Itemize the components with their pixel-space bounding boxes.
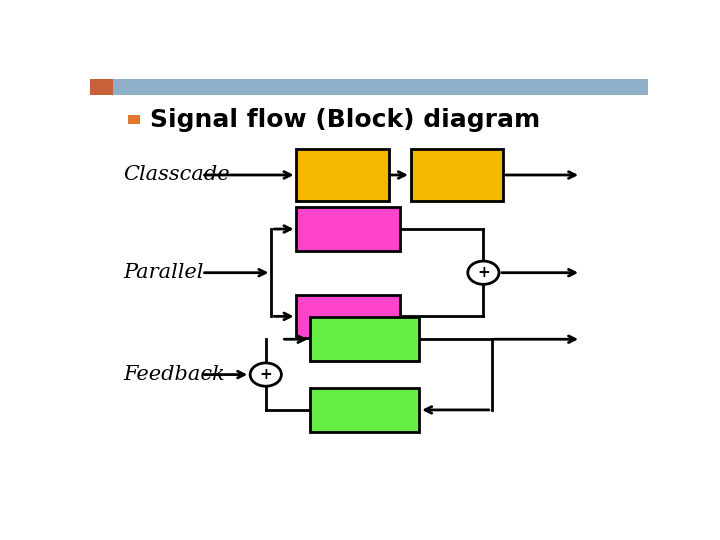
- Text: +: +: [477, 265, 490, 280]
- Bar: [297, 294, 400, 338]
- Bar: [411, 149, 503, 201]
- Text: +: +: [259, 367, 272, 382]
- Bar: [297, 149, 389, 201]
- Text: Parallel: Parallel: [124, 263, 204, 282]
- Text: Classcade: Classcade: [124, 165, 230, 185]
- Bar: [297, 207, 400, 251]
- Bar: [128, 115, 140, 124]
- Bar: [90, 79, 114, 94]
- Bar: [310, 388, 419, 432]
- Text: Signal flow (Block) diagram: Signal flow (Block) diagram: [150, 107, 541, 132]
- Bar: [310, 318, 419, 361]
- Bar: [90, 79, 648, 94]
- Circle shape: [250, 363, 282, 386]
- Circle shape: [468, 261, 499, 285]
- Text: Feedback: Feedback: [124, 365, 225, 384]
